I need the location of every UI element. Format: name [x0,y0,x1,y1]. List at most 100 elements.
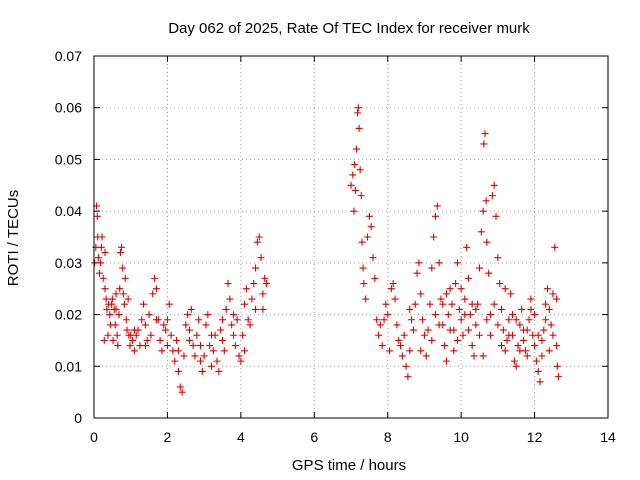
data-point [213,357,221,365]
data-point [163,342,171,350]
data-point [160,321,168,329]
data-point [518,305,526,313]
plot-frame [93,55,609,419]
data-point [360,280,368,288]
data-point [532,357,540,365]
data-point [452,280,460,288]
data-point [400,331,408,339]
data-point [119,264,127,272]
data-point [553,295,561,303]
data-point [351,186,359,194]
data-point [100,336,108,344]
data-point [357,192,365,200]
data-point [354,109,362,117]
data-point [510,357,518,365]
x-tick-label: 8 [384,429,392,445]
data-point [230,311,238,319]
y-tick-label: 0.06 [55,100,82,116]
y-tick-label: 0.05 [55,151,82,167]
data-point [106,311,114,319]
data-point [355,124,363,132]
data-point [476,331,483,339]
data-point [479,352,487,360]
data-point [196,342,204,350]
data-point [176,383,184,391]
data-point [173,336,181,344]
data-point [163,316,171,324]
data-point [406,305,414,313]
data-point [167,331,175,339]
data-point [101,249,109,257]
data-point [373,316,381,324]
data-point [226,295,234,303]
data-point [122,316,130,324]
data-point [545,305,553,313]
data-point [516,321,524,329]
data-point [476,264,483,272]
y-axis-label: ROTI / TECUs [5,190,22,286]
data-point [195,316,203,324]
data-point [359,264,367,272]
data-point [171,357,179,365]
data-point [362,295,370,303]
data-point [184,311,192,319]
data-point [420,331,428,339]
data-point [351,161,359,169]
data-point [384,311,392,319]
data-point [468,342,476,350]
data-point [507,290,515,298]
y-tick-label: 0 [74,410,82,426]
data-point [472,321,480,329]
data-point [419,316,427,324]
data-point [542,316,550,324]
data-point [525,316,533,324]
data-point [206,342,214,350]
data-point [219,336,226,344]
data-point [244,316,252,324]
data-point [156,336,164,344]
data-point [242,285,250,293]
data-point [375,331,383,339]
data-point [430,233,438,241]
y-tick-label: 0.02 [55,307,82,323]
data-point [198,367,206,375]
data-point [389,280,397,288]
data-point [237,357,245,365]
x-tick-label: 12 [527,429,543,445]
data-point [523,326,531,334]
data-point [494,321,502,329]
data-point [512,316,520,324]
data-point [263,280,271,288]
data-point [496,280,504,288]
data-point [257,254,265,262]
data-point [455,305,463,313]
data-point [252,264,260,272]
data-point [104,331,112,339]
data-point [402,362,410,370]
data-point [435,321,443,329]
data-point [398,352,406,360]
data-point [109,336,117,344]
data-point [248,295,256,303]
data-point [376,321,384,329]
data-point [91,259,99,267]
data-point [369,254,377,262]
data-point [180,352,188,360]
data-point [98,233,106,241]
data-point [505,331,513,339]
data-point [446,326,454,334]
data-point [538,336,546,344]
data-point [215,367,223,375]
data-point [457,316,465,324]
data-point [97,259,105,267]
data-point [483,238,491,246]
data-point [393,321,401,329]
data-point [193,331,201,339]
grid-lines [94,56,608,418]
data-point [424,326,432,334]
data-point [499,326,507,334]
data-point [149,290,157,298]
data-point [378,342,386,350]
data-point [494,254,502,262]
